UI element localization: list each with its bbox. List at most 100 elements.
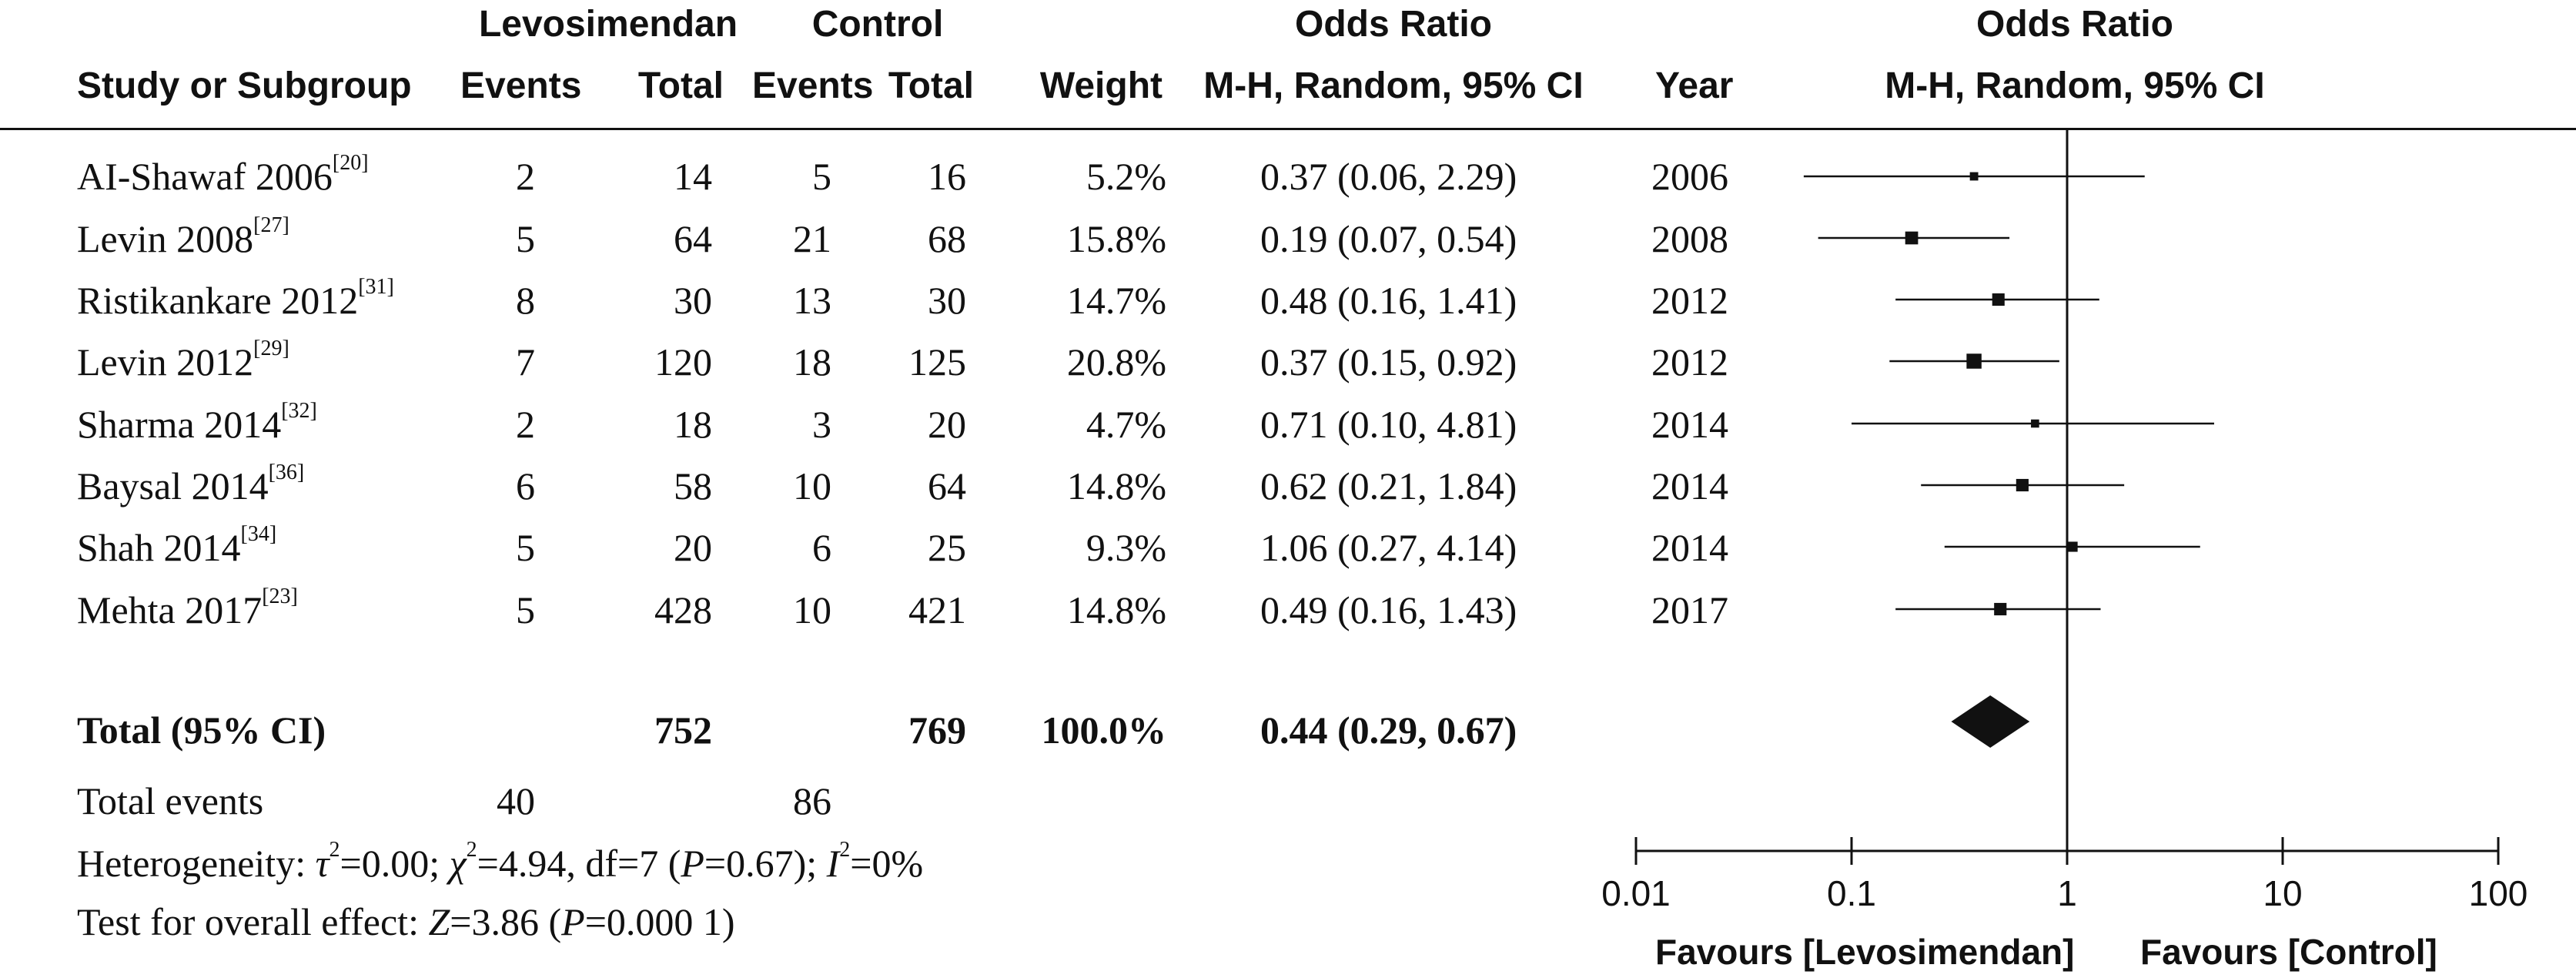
axis-tick-label: 0.1 [1827, 873, 1876, 913]
study-year: 2012 [1651, 340, 1728, 383]
total-label: Total (95% CI) [77, 708, 326, 752]
levo-total: 18 [674, 403, 712, 446]
study-name: Sharma 2014[32] [77, 399, 317, 446]
study-year: 2012 [1651, 279, 1728, 322]
levo-total: 20 [674, 526, 712, 569]
or-ci-value: 0.19 (0.07, 0.54) [1260, 217, 1517, 260]
study-name: AI-Shawaf 2006[20] [77, 151, 369, 198]
control-total: 68 [928, 217, 966, 260]
point-estimate-square [2016, 478, 2029, 492]
weight-value: 5.2% [1086, 155, 1166, 198]
study-reference: [36] [268, 461, 305, 484]
or-method-header: M-H, Random, 95% CI [1203, 65, 1584, 106]
study-year: 2008 [1651, 217, 1728, 260]
study-reference: [34] [240, 522, 277, 546]
levo-events: 8 [516, 279, 535, 322]
weight-value: 14.8% [1066, 588, 1166, 631]
control-total-header: Total [888, 65, 974, 106]
study-reference: [27] [253, 213, 289, 237]
control-events: 6 [812, 526, 831, 569]
point-estimate-square [1969, 172, 1979, 181]
levo-total: 64 [674, 217, 712, 260]
control-total: 20 [928, 403, 966, 446]
axis-tick-label: 1 [2057, 873, 2077, 913]
total-events-label: Total events [77, 779, 264, 822]
year-header: Year [1655, 65, 1734, 106]
control-events: 3 [812, 403, 831, 446]
or-ci-value: 0.49 (0.16, 1.43) [1260, 588, 1517, 631]
study-year: 2017 [1651, 588, 1728, 631]
control-events: 18 [793, 340, 831, 383]
header-rule [0, 128, 2576, 130]
control-total: 30 [928, 279, 966, 322]
or-ci-value: 0.62 (0.21, 1.84) [1260, 464, 1517, 507]
weight-value: 20.8% [1066, 340, 1166, 383]
levo-events: 5 [516, 217, 535, 260]
levo-grand-total: 752 [654, 708, 712, 752]
weight-value: 9.3% [1086, 526, 1166, 569]
control-total-events: 86 [793, 779, 831, 822]
study-name: Shah 2014[34] [77, 522, 277, 569]
favours-levosimendan-label: Favours [Levosimendan] [1655, 932, 2075, 972]
control-events: 21 [793, 217, 831, 260]
total-weight: 100.0% [1041, 708, 1167, 752]
study-name: Ristikankare 2012[31] [77, 275, 394, 322]
pooled-estimate-diamond [1951, 695, 2030, 748]
or-ci-value: 0.71 (0.10, 4.81) [1260, 403, 1517, 446]
weight-header: Weight [1039, 65, 1163, 106]
weight-value: 15.8% [1066, 217, 1166, 260]
control-group-header: Control [811, 4, 944, 45]
control-total: 25 [928, 526, 966, 569]
study-column-header: Study or Subgroup [77, 65, 412, 106]
study-year: 2006 [1651, 155, 1728, 198]
control-events: 10 [793, 464, 831, 507]
levo-events: 2 [516, 403, 535, 446]
or-ci-value: 0.37 (0.06, 2.29) [1260, 155, 1517, 198]
levo-total: 14 [674, 155, 712, 198]
heterogeneity-statistics: Heterogeneity: τ2=0.00; χ2=4.94, df=7 (P… [77, 838, 924, 885]
levo-events: 5 [516, 588, 535, 631]
study-year: 2014 [1651, 403, 1728, 446]
study-name: Baysal 2014[36] [77, 461, 305, 507]
levo-events: 2 [516, 155, 535, 198]
weight-value: 14.8% [1066, 464, 1166, 507]
axis-tick-label: 100 [2468, 873, 2528, 913]
or-ci-value: 0.48 (0.16, 1.41) [1260, 279, 1517, 322]
study-reference: [31] [358, 275, 394, 299]
control-events: 5 [812, 155, 831, 198]
levo-total-events: 40 [497, 779, 535, 822]
study-name: Mehta 2017[23] [77, 584, 298, 631]
levo-events: 5 [516, 526, 535, 569]
or-ci-value: 1.06 (0.27, 4.14) [1260, 526, 1517, 569]
weight-value: 4.7% [1086, 403, 1166, 446]
control-total: 64 [928, 464, 966, 507]
control-total: 16 [928, 155, 966, 198]
odds-ratio-group-header: Odds Ratio [1294, 4, 1492, 45]
levo-events-header: Events [460, 65, 582, 106]
study-reference: [23] [262, 584, 298, 608]
point-estimate-square [1966, 353, 1982, 369]
control-total: 421 [908, 588, 966, 631]
control-events-header: Events [752, 65, 874, 106]
control-grand-total: 769 [908, 708, 966, 752]
overall-effect-test: Test for overall effect: Z=3.86 (P=0.000… [77, 900, 735, 943]
study-reference: [32] [281, 399, 317, 423]
favours-control-label: Favours [Control] [2140, 932, 2437, 972]
control-events: 13 [793, 279, 831, 322]
levo-total: 30 [674, 279, 712, 322]
point-estimate-square [1994, 602, 2007, 616]
study-reference: [20] [332, 151, 369, 175]
levo-total: 58 [674, 464, 712, 507]
control-total: 125 [908, 340, 966, 383]
point-estimate-square [1992, 293, 2005, 306]
levo-events: 6 [516, 464, 535, 507]
point-estimate-square [1905, 231, 1919, 245]
levo-total: 120 [654, 340, 712, 383]
levosimendan-group-header: Levosimendan [478, 4, 738, 45]
levo-events: 7 [516, 340, 535, 383]
axis-tick-label: 10 [2263, 873, 2303, 913]
study-name: Levin 2012[29] [77, 337, 289, 383]
control-events: 10 [793, 588, 831, 631]
